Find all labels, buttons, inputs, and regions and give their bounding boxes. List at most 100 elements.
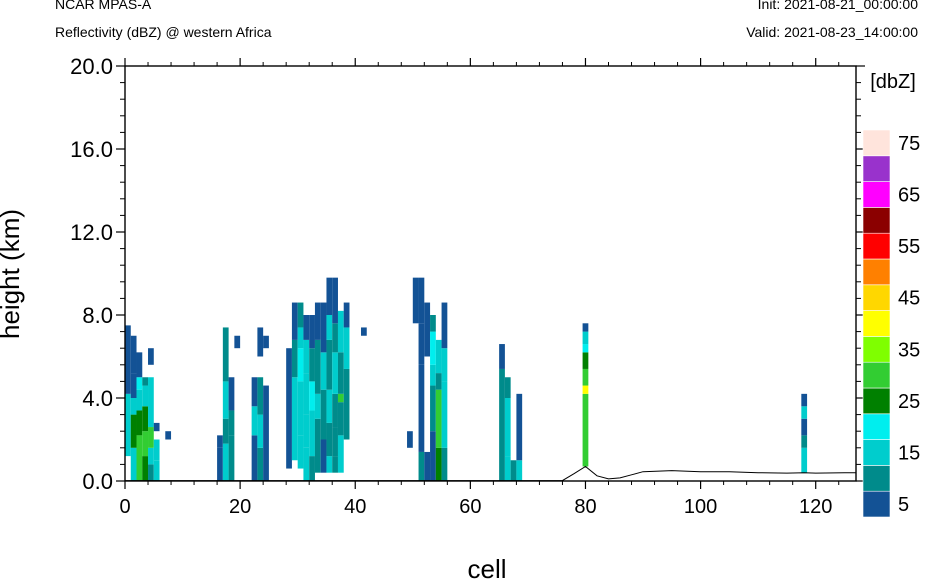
reflectivity-cell: [337, 402, 344, 436]
colorbar-tick-label: 5: [898, 494, 909, 516]
reflectivity-cell: [326, 456, 333, 473]
reflectivity-cell: [148, 464, 154, 481]
reflectivity-cell: [337, 352, 344, 394]
reflectivity-cell: [297, 381, 304, 436]
reflectivity-cell: [309, 456, 315, 481]
reflectivity-cell: [430, 364, 436, 386]
reflectivity-cell: [234, 335, 241, 349]
colorbar-swatch: [862, 181, 891, 208]
reflectivity-cell: [263, 385, 269, 481]
reflectivity-cell: [326, 315, 333, 340]
reflectivity-cell: [430, 385, 436, 432]
reflectivity-cell: [435, 389, 442, 448]
reflectivity-cell: [228, 377, 235, 411]
colorbar-swatch: [862, 284, 891, 311]
reflectivity-cell: [291, 377, 298, 461]
reflectivity-cell: [418, 451, 425, 481]
colorbar-swatch: [862, 439, 891, 466]
reflectivity-cell: [582, 393, 589, 467]
reflectivity-cell: [251, 377, 258, 407]
reflectivity-cell: [297, 302, 304, 328]
reflectivity-cell: [582, 385, 589, 394]
reflectivity-cell: [332, 427, 338, 457]
reflectivity-cell: [136, 377, 143, 390]
reflectivity-cell: [153, 439, 160, 461]
reflectivity-cell: [441, 302, 448, 349]
x-tick-label: 60: [459, 496, 481, 518]
reflectivity-cell: [582, 323, 589, 332]
reflectivity-cell: [136, 410, 143, 436]
colorbar-swatch: [862, 155, 891, 182]
x-tick-label: 120: [799, 496, 832, 518]
colorbar-tick-label: 25: [898, 391, 920, 413]
reflectivity-cell: [297, 327, 304, 349]
reflectivity-cell: [326, 389, 333, 423]
reflectivity-cell: [286, 348, 292, 469]
reflectivity-cell: [504, 398, 511, 457]
reflectivity-cell: [314, 302, 321, 340]
y-axis-label: height (km): [0, 209, 25, 339]
colorbar-swatch: [862, 207, 891, 234]
colorbar-swatch: [862, 258, 891, 286]
reflectivity-cell: [217, 435, 223, 448]
reflectivity-cell: [332, 323, 338, 353]
reflectivity-cell: [326, 422, 333, 457]
reflectivity-cell: [309, 410, 315, 457]
reflectivity-cell: [343, 327, 350, 369]
reflectivity-cell: [343, 368, 350, 440]
reflectivity-cell: [337, 393, 344, 403]
reflectivity-cell: [148, 377, 154, 398]
reflectivity-cell: [309, 315, 315, 349]
x-tick-label: 0: [119, 496, 130, 518]
colorbar-swatch: [862, 129, 891, 157]
reflectivity-cell: [228, 435, 235, 481]
axes: 0 20 40 60 80 100 120 0.0 4.0 8.0 12.0 16.0 20.0: [70, 54, 865, 518]
reflectivity-cell: [222, 443, 229, 481]
reflectivity-cell: [430, 431, 436, 481]
colorbar-swatch: [862, 387, 891, 415]
reflectivity-cell: [291, 339, 298, 378]
reflectivity-cell: [320, 302, 327, 353]
reflectivity-cell: [326, 339, 333, 390]
colorbar-tick-label: 75: [898, 133, 920, 155]
reflectivity-cell: [424, 302, 431, 357]
reflectivity-cell: [314, 393, 321, 419]
reflectivity-cell: [418, 364, 425, 452]
colorbar-swatch: [862, 336, 891, 363]
reflectivity-cell: [303, 447, 310, 481]
reflectivity-cell: [582, 352, 589, 369]
reflectivity-cell: [424, 451, 431, 481]
reflectivity-cell: [125, 393, 131, 457]
reflectivity-cell: [222, 327, 229, 382]
reflectivity-cell: [297, 435, 304, 469]
reflectivity-cell: [441, 447, 448, 481]
reflectivity-cell: [222, 418, 229, 444]
reflectivity-cell: [257, 377, 264, 415]
y-tick-label: 4.0: [82, 386, 113, 411]
reflectivity-cell: [582, 368, 589, 386]
reflectivity-cell: [153, 460, 160, 481]
reflectivity-cell: [801, 435, 808, 448]
reflectivity-cell: [314, 339, 321, 394]
reflectivity-cell: [148, 427, 154, 448]
colorbar-swatch: [862, 490, 891, 518]
reflectivity-cell: [309, 381, 315, 411]
reflectivity-cell: [332, 456, 338, 473]
reflectivity-cell: [297, 348, 304, 382]
colorbar-tick-label: 65: [898, 185, 920, 207]
reflectivity-cell: [217, 447, 223, 481]
reflectivity-cell: [430, 315, 436, 332]
chart-subtitle: Reflectivity (dBZ) @ western Africa: [55, 24, 272, 40]
reflectivity-cell: [136, 435, 143, 481]
y-tick-label: 0.0: [82, 469, 113, 494]
reflectivity-cell: [504, 456, 511, 481]
reflectivity-cell: [130, 335, 137, 374]
reflectivity-cell: [303, 315, 310, 340]
init-time: Init: 2021-08-21_00:00:00: [757, 0, 918, 12]
reflectivity-cell: [257, 414, 264, 448]
reflectivity-cell: [142, 456, 149, 481]
colorbar-swatch: [862, 361, 891, 389]
reflectivity-cell: [136, 352, 143, 378]
reflectivity-cell: [504, 377, 511, 398]
reflectivity-cell: [337, 310, 344, 353]
